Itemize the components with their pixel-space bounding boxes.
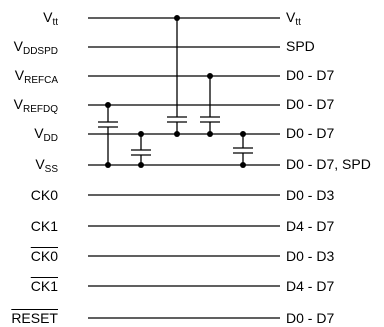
junction-dot bbox=[240, 162, 246, 168]
label-d0-d7: D0 - D7 bbox=[286, 96, 335, 112]
label-ck1: CK1 bbox=[30, 218, 58, 234]
label-d4-d7: D4 - D7 bbox=[286, 278, 335, 294]
junction-dot bbox=[138, 131, 144, 137]
label-vddspd: VDDSPD bbox=[13, 38, 58, 57]
label-d0-d3: D0 - D3 bbox=[286, 187, 335, 203]
junction-dot bbox=[207, 73, 213, 79]
label-ck1-bar: CK1 bbox=[30, 278, 58, 294]
label-spd: SPD bbox=[286, 38, 315, 54]
label-d0-d7-spd: D0 - D7, SPD bbox=[286, 156, 371, 172]
bus-lines bbox=[88, 17, 280, 319]
label-d0-d3: D0 - D3 bbox=[286, 248, 335, 264]
junction-dots bbox=[105, 15, 246, 168]
capacitor-vrefca-vdd bbox=[200, 76, 220, 134]
capacitor-vdd-vss bbox=[131, 134, 151, 165]
label-d0-d7: D0 - D7 bbox=[286, 67, 335, 83]
junction-dot bbox=[105, 162, 111, 168]
label-reset-bar: RESET bbox=[11, 310, 58, 326]
junction-dot bbox=[174, 15, 180, 21]
label-vdd: VDD bbox=[34, 125, 58, 144]
label-d4-d7: D4 - D7 bbox=[286, 218, 335, 234]
label-vtt-right: Vtt bbox=[286, 9, 301, 28]
label-d0-d7: D0 - D7 bbox=[286, 310, 335, 326]
label-d0-d7: D0 - D7 bbox=[286, 125, 335, 141]
junction-dot bbox=[207, 131, 213, 137]
junction-dot bbox=[174, 131, 180, 137]
label-vrefca: VREFCA bbox=[14, 67, 58, 86]
junction-dot bbox=[105, 102, 111, 108]
label-vtt-left: Vtt bbox=[43, 9, 58, 28]
label-ck0: CK0 bbox=[30, 187, 58, 203]
capacitors bbox=[98, 18, 253, 165]
label-ck0-bar: CK0 bbox=[30, 248, 58, 264]
capacitor-vrefdq-vss bbox=[98, 105, 118, 165]
capacitor-vdd-vss-2 bbox=[233, 134, 253, 165]
junction-dot bbox=[240, 131, 246, 137]
label-vss: VSS bbox=[35, 156, 58, 175]
junction-dot bbox=[138, 162, 144, 168]
label-vrefdq: VREFDQ bbox=[13, 96, 58, 115]
